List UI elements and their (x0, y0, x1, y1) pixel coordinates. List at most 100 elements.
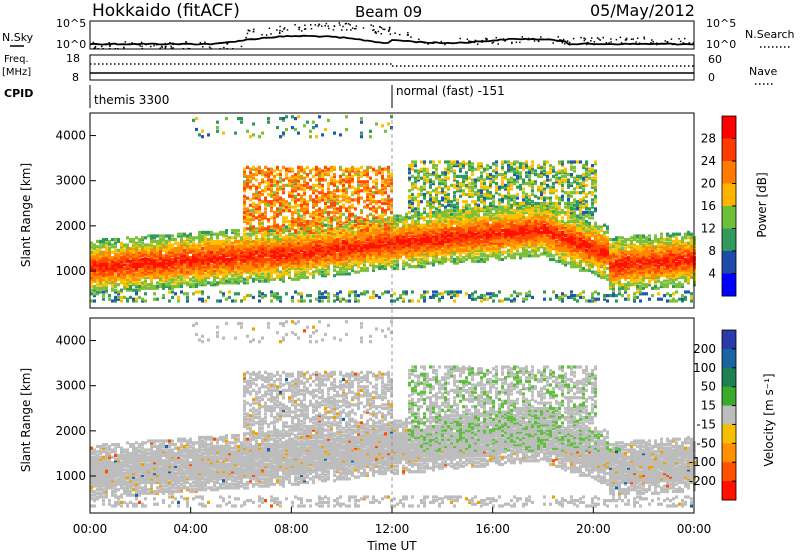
power-cell (303, 232, 306, 236)
power-cell (465, 232, 468, 236)
power-cell (435, 232, 438, 236)
power-cell (342, 229, 345, 233)
power-cell (96, 245, 99, 249)
power-cell (480, 219, 483, 224)
nsearch-point (433, 41, 435, 43)
power-cell (444, 254, 447, 258)
power-cell (213, 268, 216, 272)
power-cell (129, 248, 132, 252)
power-cell (129, 238, 132, 242)
power-cell (300, 223, 303, 227)
power-cell (252, 268, 255, 272)
power-cell (402, 250, 405, 254)
power-cell (321, 212, 324, 216)
power-cell (327, 250, 330, 254)
power-cell (282, 205, 285, 209)
power-cell (408, 250, 411, 254)
nsearch-point (124, 41, 127, 43)
power-cell (345, 252, 348, 256)
power-cell (114, 254, 117, 258)
nave-tick-low: 0 (708, 71, 715, 84)
nsearch-point (474, 40, 477, 43)
power-cell (474, 200, 477, 204)
power-cell (105, 259, 108, 263)
power-cell (321, 198, 324, 202)
power-cell (483, 219, 486, 224)
power-cell (390, 216, 393, 220)
power-cell (444, 205, 447, 209)
power-cell (450, 209, 453, 213)
power-cell (438, 209, 441, 213)
power-cell (276, 259, 279, 263)
power-cell (102, 252, 105, 256)
power-cell (315, 247, 318, 251)
power-cell (186, 295, 189, 299)
power-cell (348, 176, 351, 180)
power-cell (180, 248, 183, 252)
power-cell (432, 230, 435, 234)
power-cell (447, 243, 450, 247)
power-cell (276, 165, 279, 169)
power-cell (282, 243, 285, 247)
power-cell (222, 252, 225, 256)
power-cell (174, 266, 177, 271)
power-cell (312, 243, 315, 247)
power-cell (135, 263, 138, 267)
power-cell (123, 250, 126, 254)
power-cell (138, 256, 141, 260)
power-cell (318, 176, 321, 180)
power-cell (390, 200, 393, 204)
power-cell (429, 185, 432, 189)
power-cell (456, 207, 459, 211)
power-cell (264, 173, 267, 177)
nsearch-point (584, 38, 587, 40)
power-cell (420, 250, 423, 254)
power-cell (435, 245, 438, 249)
power-cell (198, 263, 201, 267)
power-cell (273, 292, 276, 296)
power-cell (306, 225, 309, 229)
power-cell (417, 252, 420, 256)
power-cell (468, 216, 471, 220)
power-cell (444, 167, 447, 171)
power-cell (270, 185, 273, 189)
power-cell (378, 266, 381, 271)
power-cell (156, 286, 159, 290)
power-cell (471, 250, 474, 254)
power-cell (306, 259, 309, 263)
power-cell (198, 133, 201, 137)
power-cell (456, 221, 459, 225)
power-cell (354, 191, 357, 195)
power-cell (312, 183, 315, 187)
power-cell (210, 281, 213, 285)
power-cell (486, 219, 489, 224)
power-cell (426, 241, 429, 245)
power-cell (300, 254, 303, 258)
power-cell (237, 247, 240, 251)
power-cell (312, 263, 315, 267)
power-cell (411, 209, 414, 213)
power-cell (405, 241, 408, 245)
power-cell (447, 234, 450, 238)
power-cell (360, 196, 363, 200)
power-cell (390, 126, 393, 130)
nsearch-point (372, 29, 374, 32)
power-cell (360, 241, 363, 245)
power-cell (141, 236, 144, 240)
power-cell (450, 241, 453, 245)
power-cell (363, 243, 366, 247)
power-cell (243, 234, 246, 238)
power-cell (357, 265, 360, 269)
power-cell (321, 234, 324, 238)
power-cell (411, 256, 414, 260)
power-cell (207, 266, 210, 271)
power-cell (240, 263, 243, 267)
power-cell (294, 261, 297, 265)
power-cell (477, 238, 480, 242)
power-cell (438, 239, 441, 243)
power-cell (183, 266, 186, 271)
power-cell (378, 261, 381, 265)
power-cell (420, 187, 423, 191)
power-cell (285, 169, 288, 173)
power-cell (168, 238, 171, 242)
